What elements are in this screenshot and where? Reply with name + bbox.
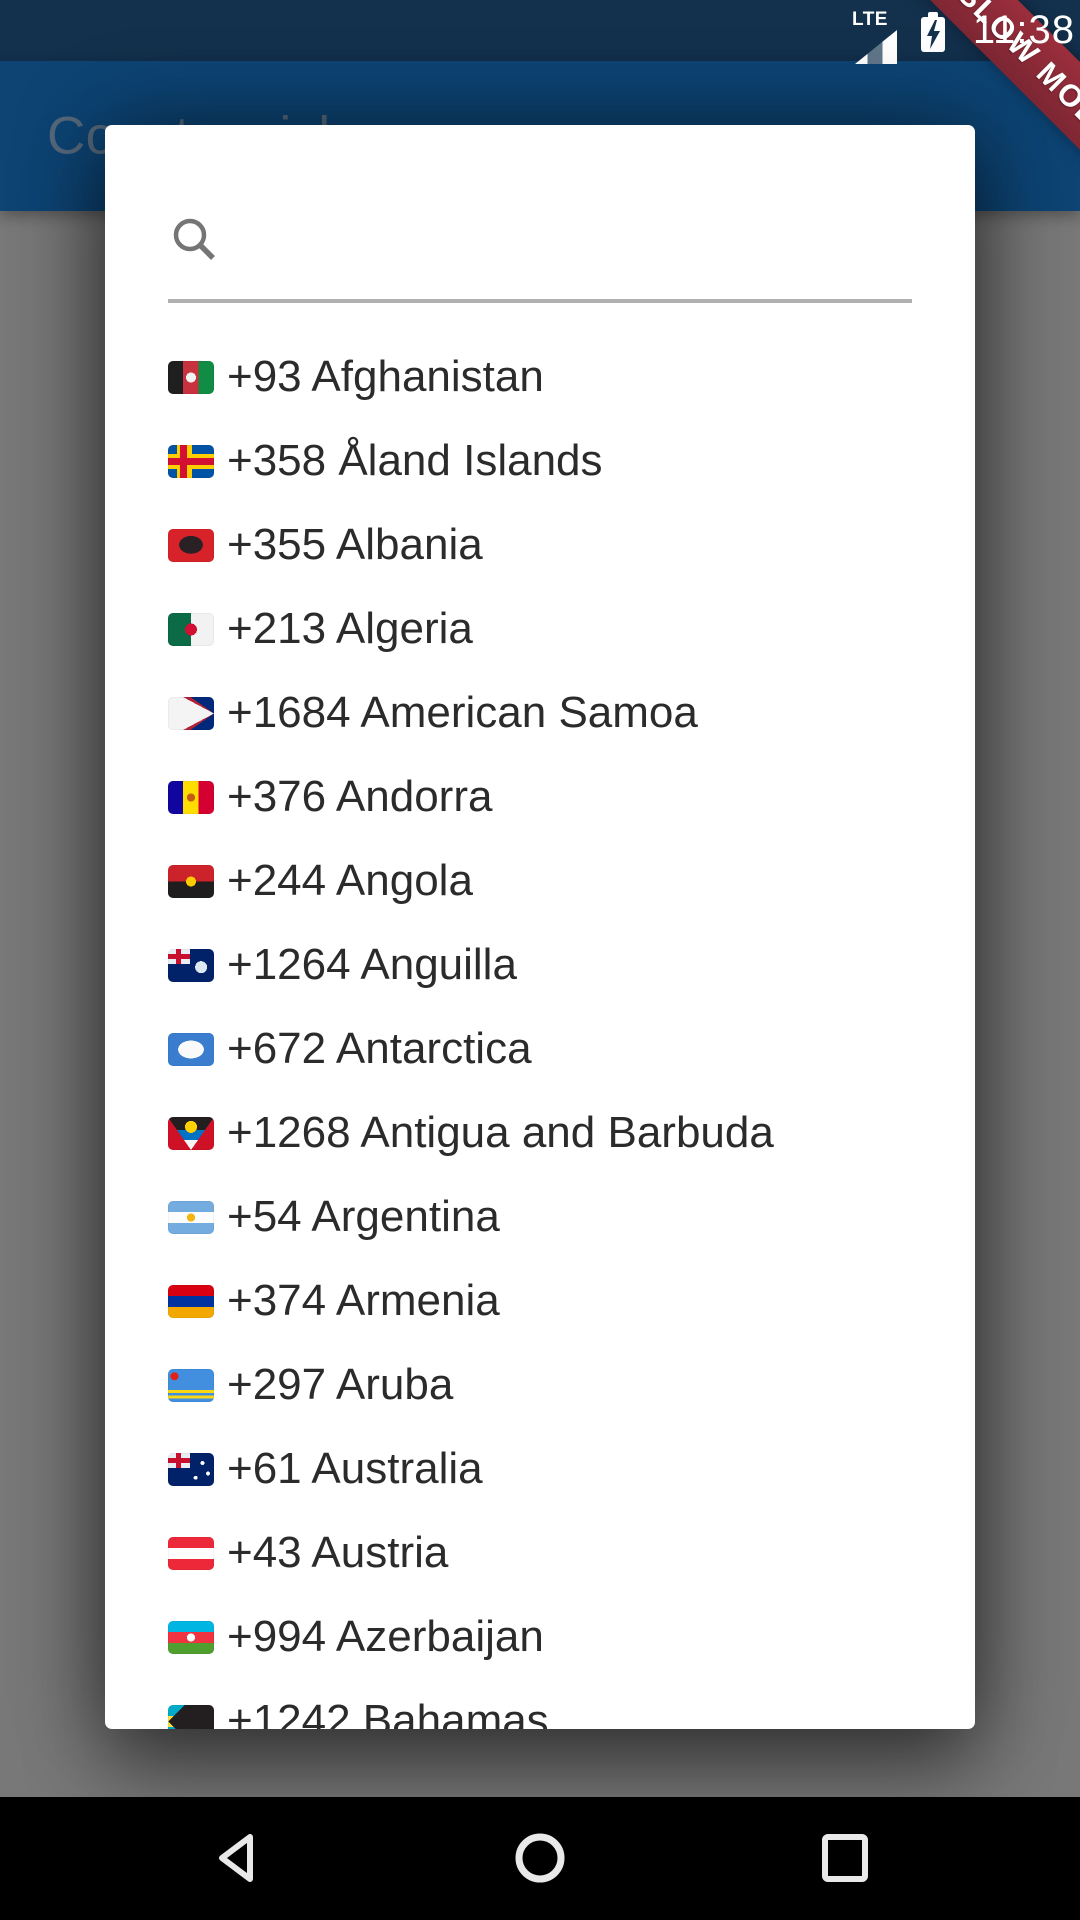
country-option-label: +376 Andorra xyxy=(227,772,493,821)
flag-icon xyxy=(168,1704,214,1729)
recents-button[interactable] xyxy=(798,1811,892,1905)
flag-icon xyxy=(168,780,214,814)
status-bar: LTE 11:38 xyxy=(0,0,1080,64)
country-option-argentina[interactable]: +54 Argentina xyxy=(105,1175,975,1259)
country-option-label: +374 Armenia xyxy=(227,1276,500,1325)
flag-icon xyxy=(168,1200,214,1234)
search-icon xyxy=(172,217,224,269)
flag-icon xyxy=(168,612,214,646)
flag-icon xyxy=(168,360,214,394)
country-option-label: +1684 American Samoa xyxy=(227,688,698,737)
country-option-label: +1242 Bahamas xyxy=(227,1696,549,1729)
navigation-bar xyxy=(0,1797,1080,1920)
country-option-label: +994 Azerbaijan xyxy=(227,1612,544,1661)
country-option-antigua-and-barbuda[interactable]: +1268 Antigua and Barbuda xyxy=(105,1091,975,1175)
home-circle-icon xyxy=(515,1833,565,1883)
search-input[interactable] xyxy=(240,211,908,277)
country-option-label: +358 Åland Islands xyxy=(227,436,603,485)
flag-icon xyxy=(168,1116,214,1150)
country-picker-dialog: +93 Afghanistan +358 Åland Islands +355 … xyxy=(105,125,975,1729)
flag-icon xyxy=(168,696,214,730)
country-option-label: +54 Argentina xyxy=(227,1192,500,1241)
country-option-antarctica[interactable]: +672 Antarctica xyxy=(105,1007,975,1091)
flag-icon xyxy=(168,444,214,478)
country-option-bahamas[interactable]: +1242 Bahamas xyxy=(105,1679,975,1729)
country-option-algeria[interactable]: +213 Algeria xyxy=(105,587,975,671)
country-option-albania[interactable]: +355 Albania xyxy=(105,503,975,587)
flag-icon xyxy=(168,1452,214,1486)
status-bar-clock: 11:38 xyxy=(972,8,1075,52)
cell-signal-group: LTE xyxy=(852,9,897,64)
country-option-afghanistan[interactable]: +93 Afghanistan xyxy=(105,335,975,419)
country-option-label: +43 Austria xyxy=(227,1528,449,1577)
status-bar-background xyxy=(0,0,1080,61)
country-option-label: +355 Albania xyxy=(227,520,483,569)
country-option-anguilla[interactable]: +1264 Anguilla xyxy=(105,923,975,1007)
charging-bolt-icon xyxy=(927,20,940,49)
country-option-austria[interactable]: +43 Austria xyxy=(105,1511,975,1595)
country-option-label: +61 Australia xyxy=(227,1444,483,1493)
country-option-azerbaijan[interactable]: +994 Azerbaijan xyxy=(105,1595,975,1679)
flag-icon xyxy=(168,1620,214,1654)
flag-icon xyxy=(168,864,214,898)
country-option-label: +1268 Antigua and Barbuda xyxy=(227,1108,774,1157)
country-option-andorra[interactable]: +376 Andorra xyxy=(105,755,975,839)
country-option-label: +672 Antarctica xyxy=(227,1024,532,1073)
country-option-label: +244 Angola xyxy=(227,856,473,905)
battery-charging-icon xyxy=(921,12,945,52)
country-list: +93 Afghanistan +358 Åland Islands +355 … xyxy=(105,335,975,1729)
flag-icon xyxy=(168,1284,214,1318)
flag-icon xyxy=(168,528,214,562)
back-triangle-icon xyxy=(219,1834,253,1882)
network-type-label: LTE xyxy=(852,9,888,30)
signal-strength-icon xyxy=(855,30,897,64)
country-option--land-islands[interactable]: +358 Åland Islands xyxy=(105,419,975,503)
country-option-aruba[interactable]: +297 Aruba xyxy=(105,1343,975,1427)
flag-icon xyxy=(168,1368,214,1402)
home-button[interactable] xyxy=(493,1811,587,1905)
country-option-australia[interactable]: +61 Australia xyxy=(105,1427,975,1511)
country-option-armenia[interactable]: +374 Armenia xyxy=(105,1259,975,1343)
country-option-label: +297 Aruba xyxy=(227,1360,454,1409)
flag-icon xyxy=(168,1032,214,1066)
country-option-label: +93 Afghanistan xyxy=(227,352,544,401)
search-field xyxy=(168,125,912,303)
country-option-angola[interactable]: +244 Angola xyxy=(105,839,975,923)
back-button[interactable] xyxy=(189,1811,283,1905)
recents-square-icon xyxy=(822,1834,868,1882)
flag-icon xyxy=(168,1536,214,1570)
country-option-american-samoa[interactable]: +1684 American Samoa xyxy=(105,671,975,755)
country-option-label: +213 Algeria xyxy=(227,604,473,653)
flag-icon xyxy=(168,948,214,982)
country-option-label: +1264 Anguilla xyxy=(227,940,517,989)
